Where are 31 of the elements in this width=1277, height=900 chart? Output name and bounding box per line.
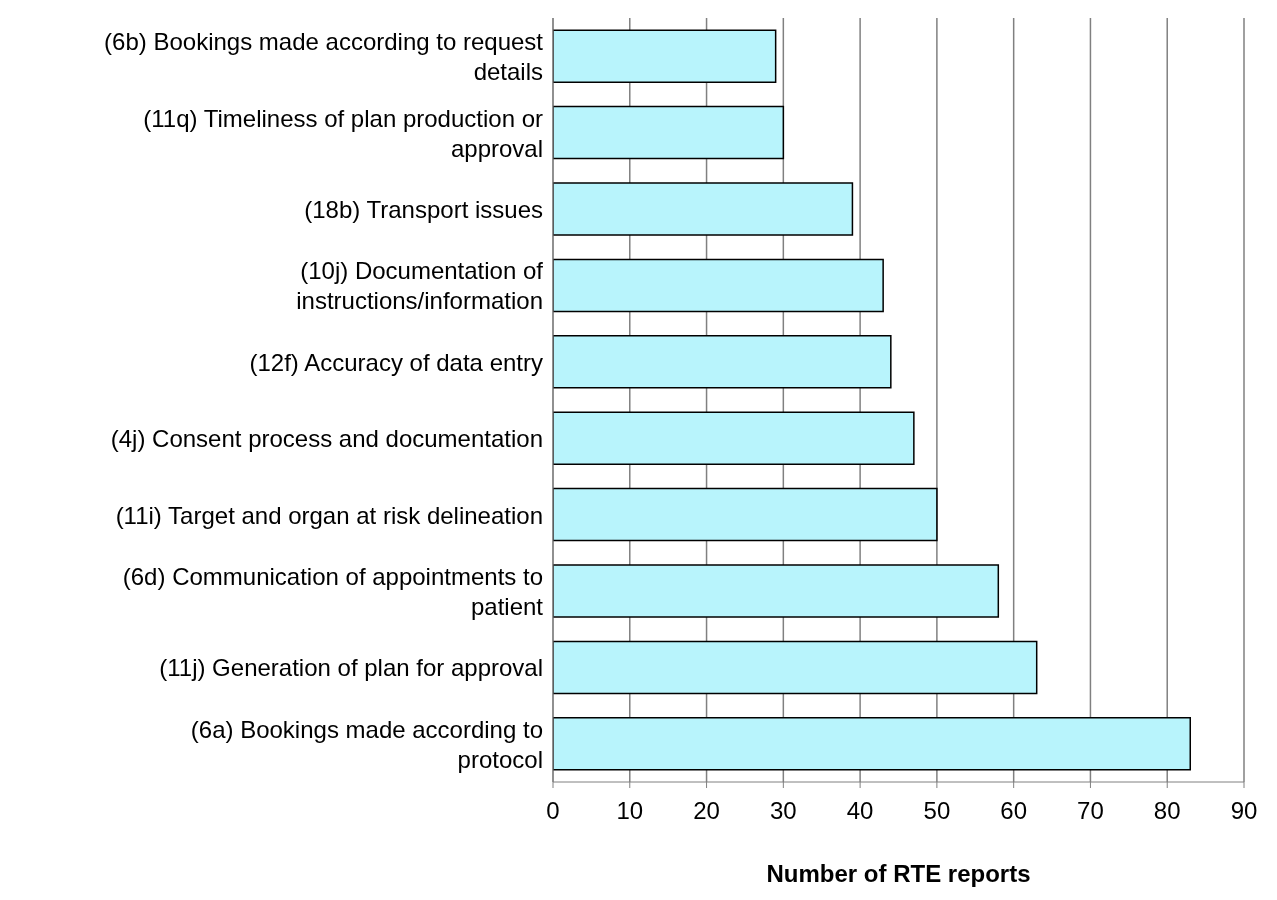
y-tick-label: (11i) Target and organ at risk delineation [115, 501, 543, 529]
x-tick-label: 80 [1153, 797, 1181, 825]
x-tick-label: 60 [1000, 797, 1028, 825]
y-tick-label: (11j) Generation of plan for approval [159, 653, 543, 681]
y-tick-label: (6b) Bookings made according to request details [104, 27, 544, 85]
x-tick-label: 90 [1230, 797, 1258, 825]
x-tick-label: 30 [769, 797, 797, 825]
bar [553, 182, 854, 236]
y-tick-label: (11q) Timeliness of plan production or approval [143, 104, 543, 162]
bar [553, 564, 1000, 618]
x-axis-title: Number of RTE reports [766, 860, 1031, 887]
y-tick-label: (18b) Transport issues [304, 195, 543, 223]
y-tick-label: (6d) Communication of appointments to patient [122, 562, 544, 620]
bar [553, 105, 785, 160]
bar [553, 258, 884, 313]
x-tick-label: 40 [846, 797, 874, 825]
bar [553, 411, 915, 465]
x-tick-label: 50 [923, 797, 951, 825]
y-tick-label: (4j) Consent process and documentation [110, 424, 543, 452]
y-tick-label: (6a) Bookings made according to protocol [190, 715, 543, 773]
x-tick-label: 0 [546, 797, 560, 825]
x-tick-label: 10 [616, 797, 644, 825]
bar [553, 487, 938, 542]
bar [553, 29, 777, 83]
bar [553, 335, 892, 389]
x-tick-label: 20 [693, 797, 720, 825]
bar [553, 717, 1192, 771]
x-tick-label: 70 [1077, 797, 1104, 825]
y-tick-label: (10j) Documentation of instructions/information [296, 256, 544, 314]
bar [553, 640, 1038, 695]
y-tick-label: (12f) Accuracy of data entry [249, 348, 543, 376]
